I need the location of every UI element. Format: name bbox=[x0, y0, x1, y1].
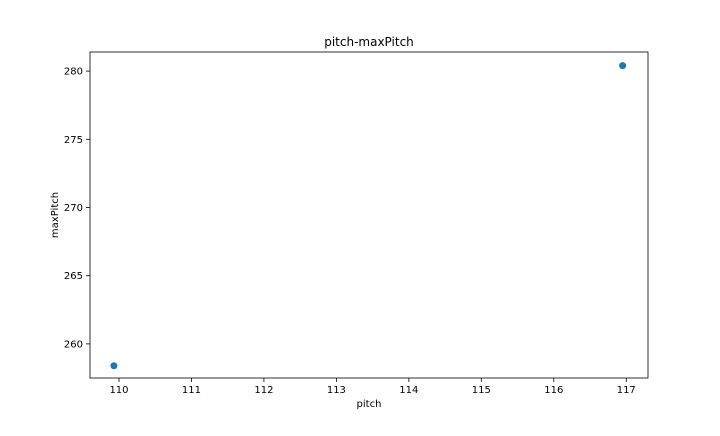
x-tick-label: 110 bbox=[109, 385, 128, 396]
data-point bbox=[619, 62, 627, 70]
x-tick-label: 111 bbox=[182, 385, 201, 396]
y-tick-label: 265 bbox=[64, 271, 83, 282]
x-tick-label: 115 bbox=[472, 385, 491, 396]
plot-area: 110 111 112 113 114 115 116 117 260 265 270 275 280 bbox=[64, 51, 649, 396]
x-tick-label: 114 bbox=[399, 385, 418, 396]
y-tick-label: 270 bbox=[64, 203, 83, 214]
y-tick-label: 275 bbox=[64, 135, 83, 146]
x-tick-label: 113 bbox=[327, 385, 346, 396]
x-tick-label: 116 bbox=[544, 385, 563, 396]
data-point bbox=[110, 362, 118, 370]
x-axis-label: pitch bbox=[357, 399, 382, 410]
y-axis-label: maxPitch bbox=[50, 192, 61, 238]
chart-title: pitch-maxPitch bbox=[324, 35, 414, 49]
y-tick-label: 260 bbox=[64, 339, 83, 350]
y-tick-label: 280 bbox=[64, 67, 83, 78]
x-tick-label: 112 bbox=[254, 385, 273, 396]
x-tick-label: 117 bbox=[617, 385, 636, 396]
axes-frame bbox=[89, 51, 649, 379]
